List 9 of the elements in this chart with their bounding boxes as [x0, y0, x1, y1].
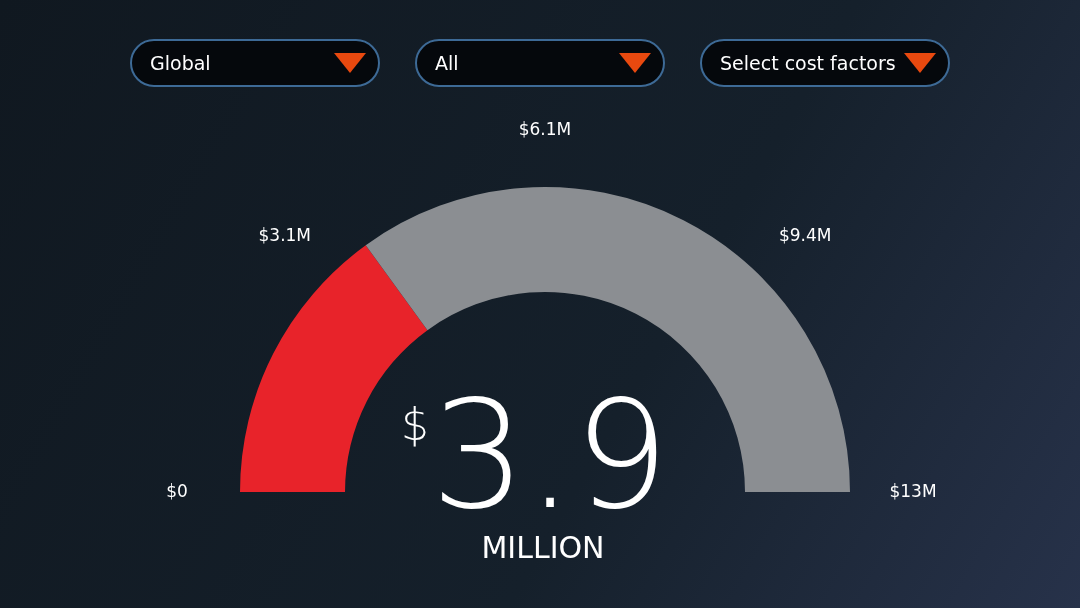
dropdown: Select cost factors	[700, 39, 950, 87]
text: $6.1M	[518, 119, 572, 139]
dropdown: All	[415, 39, 665, 87]
text: $3.1M	[258, 225, 312, 246]
text: $13M	[889, 481, 937, 501]
text: $0	[166, 481, 188, 501]
text: $	[401, 399, 429, 450]
dropdown: Global	[130, 39, 380, 87]
text: $9.4M	[778, 225, 832, 246]
